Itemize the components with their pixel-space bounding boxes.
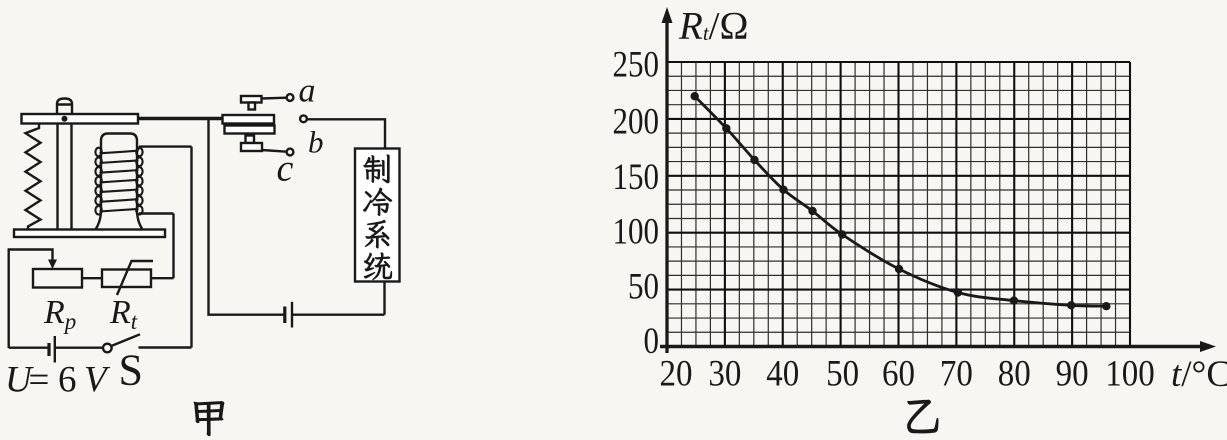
svg-text:100: 100	[1105, 354, 1155, 395]
svg-text:30: 30	[708, 354, 741, 395]
svg-text:Rt/Ω: Rt/Ω	[678, 5, 749, 48]
svg-text:S: S	[119, 346, 143, 395]
svg-text:20: 20	[660, 354, 693, 395]
svg-text:50: 50	[628, 267, 659, 308]
svg-text:60: 60	[882, 354, 915, 395]
svg-text:40: 40	[766, 354, 799, 395]
svg-text:150: 150	[613, 157, 660, 198]
svg-text:U=6V: U= 6 V	[5, 360, 111, 401]
svg-text:a: a	[299, 73, 316, 110]
svg-text:100: 100	[613, 212, 660, 253]
svg-text:b: b	[308, 125, 324, 160]
svg-text:80: 80	[998, 354, 1031, 395]
svg-text:0: 0	[644, 321, 660, 362]
svg-text:200: 200	[613, 101, 660, 142]
svg-text:50: 50	[826, 354, 859, 395]
svg-text:c: c	[277, 148, 294, 190]
svg-text:70: 70	[940, 354, 973, 395]
svg-text:t/°C: t/°C	[1171, 354, 1227, 395]
svg-text:250: 250	[613, 45, 660, 86]
svg-text:90: 90	[1056, 354, 1089, 395]
